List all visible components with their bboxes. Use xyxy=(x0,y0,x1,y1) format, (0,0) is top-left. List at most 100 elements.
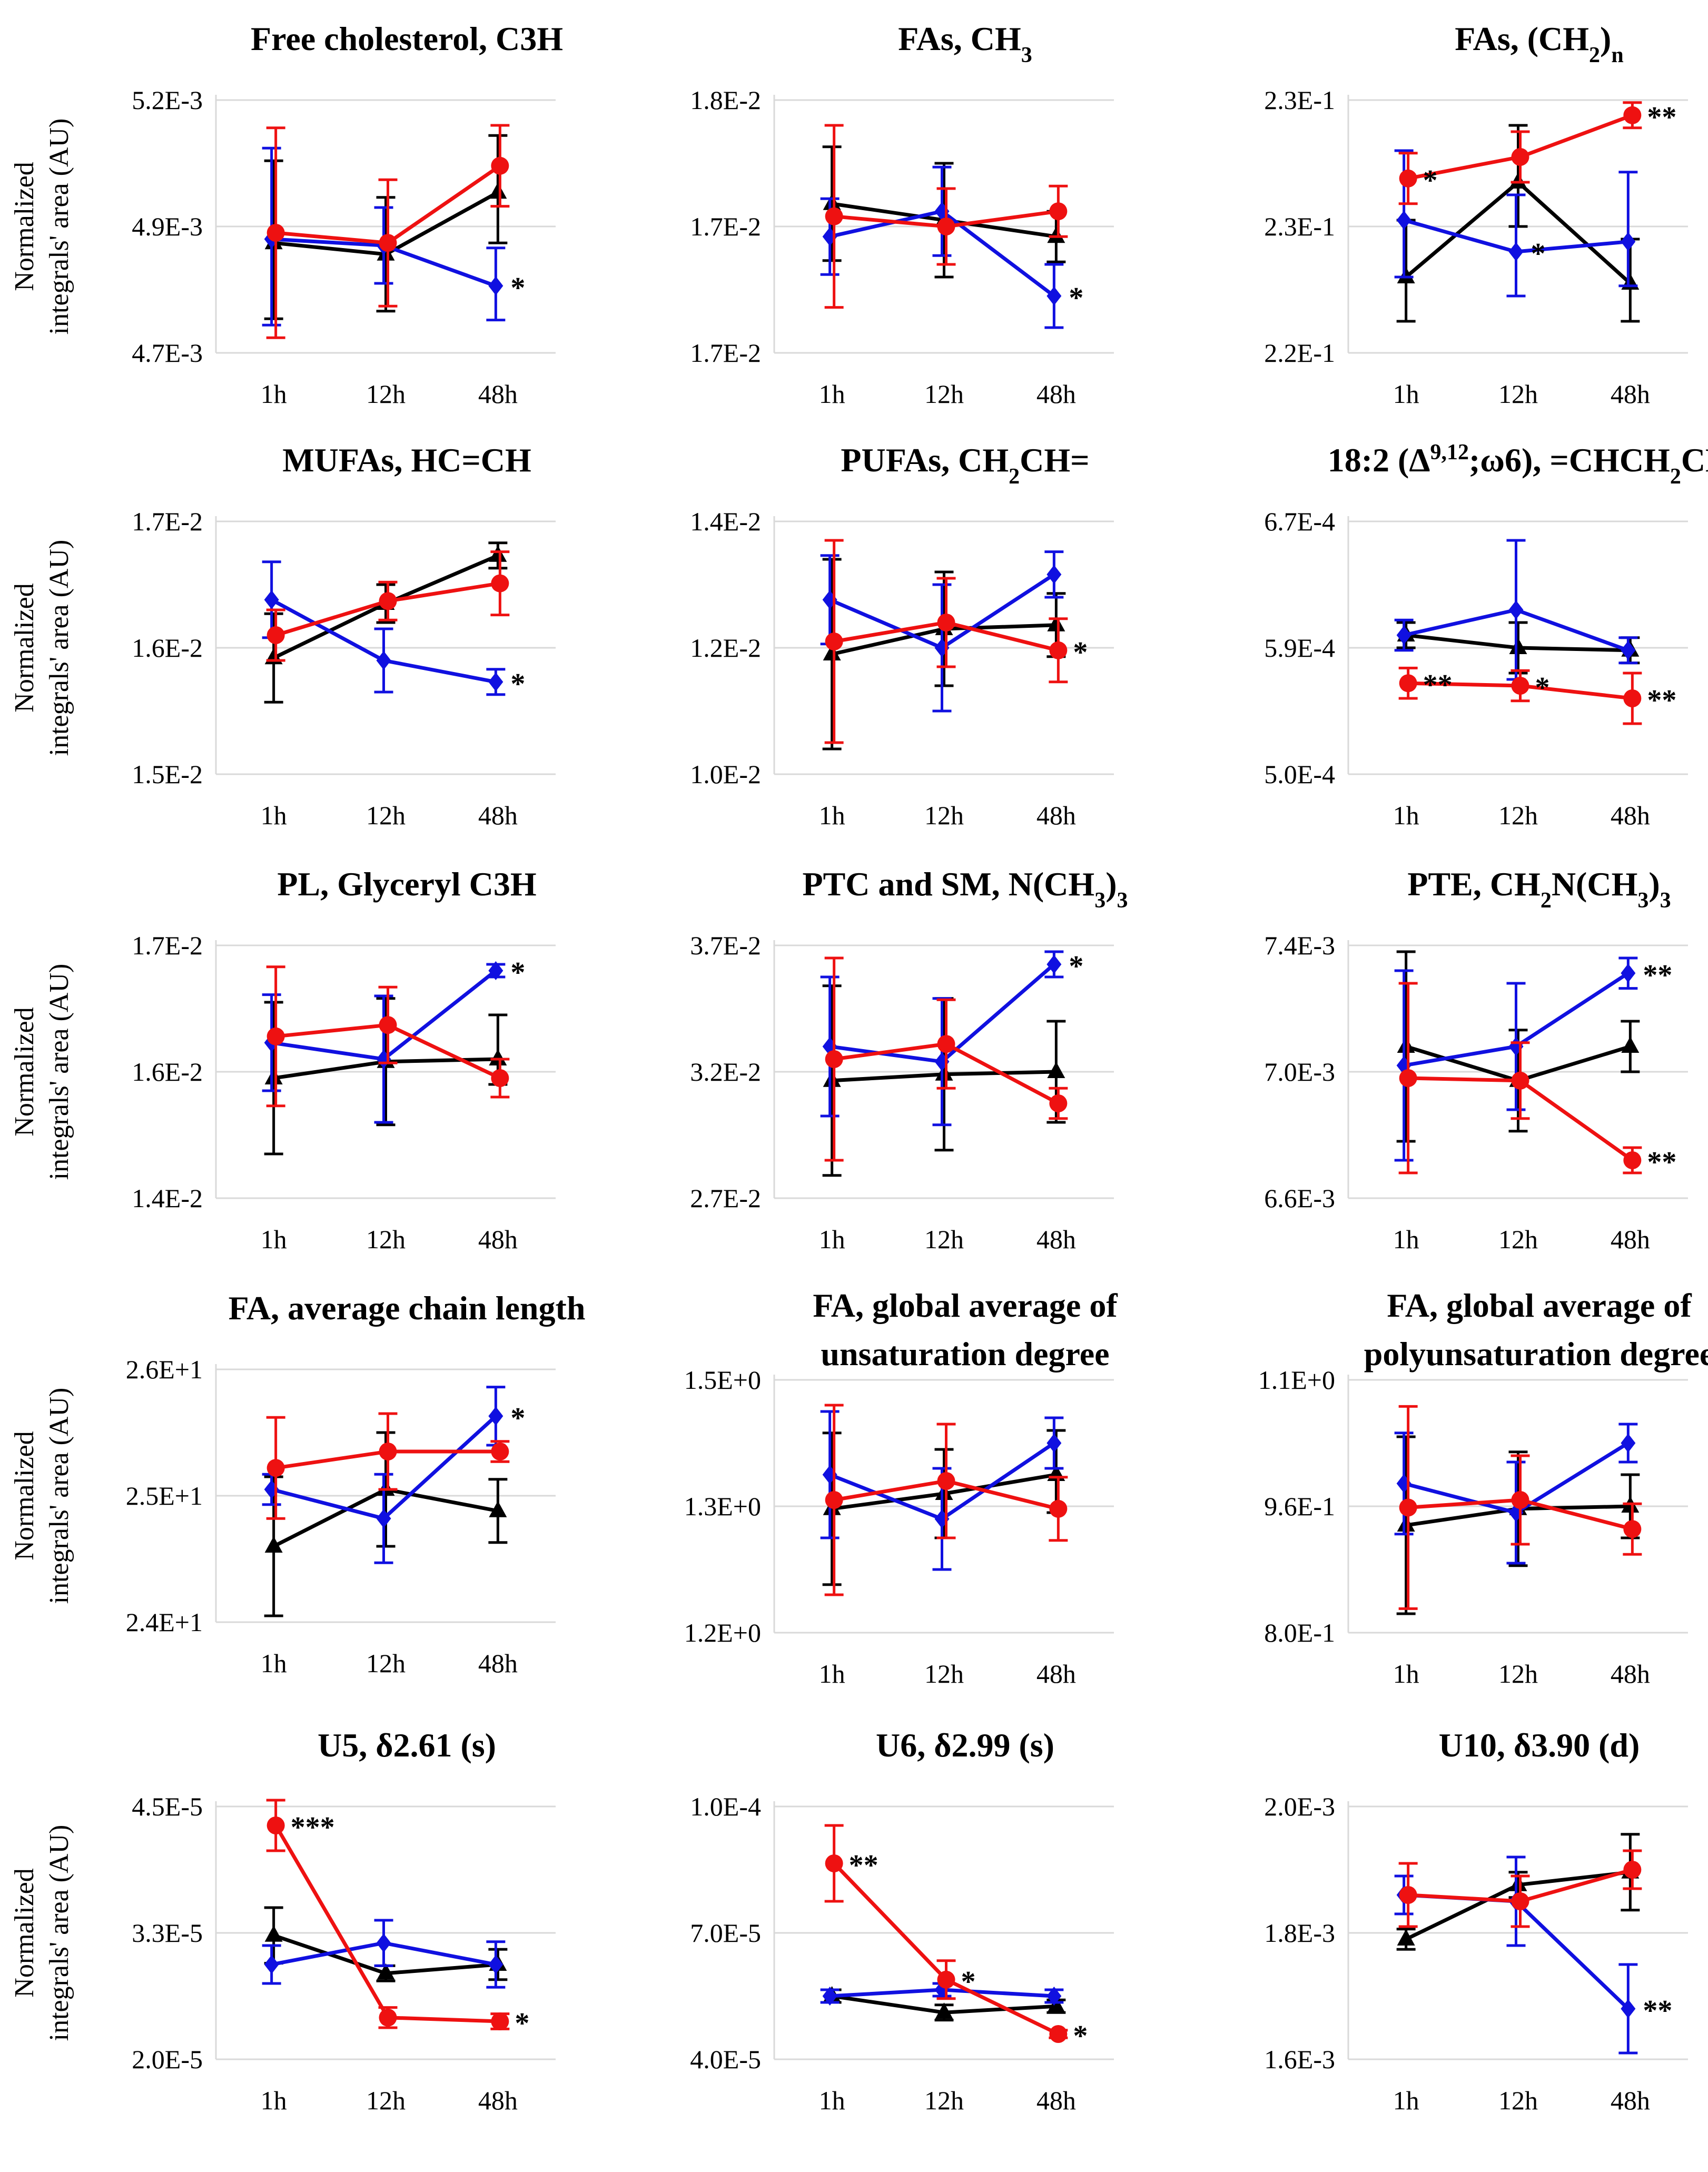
chart-title: PTE, CH2N(CH3)3 xyxy=(1407,865,1671,913)
point-black xyxy=(1047,1996,1065,2013)
point-blue xyxy=(1046,287,1062,305)
x-tick-label: 48h xyxy=(1036,1659,1076,1689)
chart-title: PL, Glyceryl C3H xyxy=(277,865,536,903)
chart-title: FAs, CH3 xyxy=(898,20,1032,67)
point-red xyxy=(379,234,397,252)
y-tick-label: 7.0E-5 xyxy=(690,1918,761,1948)
point-red xyxy=(266,1816,285,1834)
chart-panel-15: U10, δ3.90 (d) 1.6E-3 1.8E-3 2.0E-3 1h 12h 48h… xyxy=(1264,1726,1688,2115)
y-tick-label: 2.0E-3 xyxy=(1264,1792,1335,1821)
point-black xyxy=(823,644,841,660)
y-tick-label: 2.6E+1 xyxy=(126,1355,203,1384)
y-axis-label: Normalized integrals' area (AU) xyxy=(9,1388,74,1604)
x-tick-label: 48h xyxy=(1611,1225,1650,1254)
point-red xyxy=(379,592,397,610)
series-line-red xyxy=(274,1824,500,2023)
chart-panel-3: FAs, (CH2)n2.2E-12.3E-12.3E-11h 12h 48h***… xyxy=(1264,20,1688,409)
point-blue xyxy=(376,1509,391,1528)
chart-title: FAs, (CH2)n xyxy=(1455,20,1623,67)
x-tick-label: 48h xyxy=(1611,379,1650,409)
y-tick-label: 1.7E-2 xyxy=(690,212,761,241)
chart-title: polyunsaturation degree xyxy=(1364,1335,1708,1373)
point-red xyxy=(825,207,843,225)
significance-marker: * xyxy=(1531,238,1546,270)
y-axis-label: Normalized integrals' area (AU) xyxy=(9,964,74,1180)
point-blue xyxy=(488,1955,503,1974)
y-tick-label: 1.2E+0 xyxy=(684,1618,761,1647)
significance-marker: ** xyxy=(1647,101,1676,134)
y-tick-label: 8.0E-1 xyxy=(1264,1618,1335,1647)
point-blue xyxy=(264,590,279,609)
point-blue xyxy=(1046,955,1062,974)
point-red xyxy=(1623,1861,1642,1879)
x-tick-label: 1h xyxy=(261,1648,287,1678)
point-black xyxy=(489,1500,507,1517)
point-red xyxy=(825,1854,843,1872)
point-red xyxy=(825,1491,843,1509)
significance-marker: * xyxy=(510,668,525,700)
point-red xyxy=(491,2012,509,2030)
point-black xyxy=(377,1479,395,1496)
chart-title: Free cholesterol, C3H xyxy=(251,20,563,57)
x-tick-label: 48h xyxy=(478,1648,518,1678)
chart-title: U6, δ2.99 (s) xyxy=(876,1726,1054,1764)
point-red xyxy=(379,1016,397,1034)
point-red xyxy=(491,156,509,175)
y-tick-label: 2.2E-1 xyxy=(1264,338,1335,368)
x-tick-label: 48h xyxy=(1036,379,1076,409)
y-tick-label: 1.6E-2 xyxy=(132,633,203,663)
point-blue xyxy=(1508,600,1524,619)
y-tick-label: 1.8E-2 xyxy=(690,85,761,115)
y-axis-label: Normalized integrals' area (AU) xyxy=(9,1825,74,2041)
x-tick-label: 1h xyxy=(261,379,287,409)
x-tick-label: 12h xyxy=(924,379,964,409)
point-black xyxy=(489,1049,507,1065)
point-blue xyxy=(1621,640,1636,660)
significance-marker: * xyxy=(1073,2020,1088,2052)
y-axis-label: Normalized integrals' area (AU) xyxy=(9,119,74,335)
y-tick-label: 4.5E-5 xyxy=(132,1792,203,1821)
x-tick-label: 12h xyxy=(366,801,406,830)
significance-marker: * xyxy=(510,1402,525,1435)
x-tick-label: 1h xyxy=(819,1225,845,1254)
y-tick-label: 6.7E-4 xyxy=(1264,507,1335,536)
point-red xyxy=(491,1443,509,1460)
significance-marker: ** xyxy=(1643,1995,1672,2027)
point-red xyxy=(1399,674,1417,693)
chart-title: FA, global average of xyxy=(813,1287,1118,1324)
point-black xyxy=(1397,1036,1415,1053)
y-tick-label: 5.0E-4 xyxy=(1264,759,1335,789)
point-red xyxy=(937,218,955,235)
y-tick-label: 1.5E+0 xyxy=(684,1365,761,1395)
y-tick-label: 9.6E-1 xyxy=(1264,1492,1335,1521)
x-tick-label: 1h xyxy=(1393,379,1419,409)
y-tick-label: 7.0E-3 xyxy=(1264,1057,1335,1087)
y-tick-label: 1.4E-2 xyxy=(132,1183,203,1213)
y-tick-label: 1.4E-2 xyxy=(690,507,761,536)
point-red xyxy=(1399,1886,1417,1904)
significance-marker: ** xyxy=(1423,669,1453,702)
x-tick-label: 12h xyxy=(1498,2086,1538,2115)
chart-panel-12: FA, global average of polyunsaturation de… xyxy=(1258,1287,1708,1689)
chart-panel-4: MUFAs, HC=CH Normalized integrals' area (A… xyxy=(9,441,556,830)
chart-panel-13: U5, δ2.61 (s) Normalized integrals' area (… xyxy=(9,1726,556,2115)
point-blue xyxy=(264,1955,279,1974)
point-black xyxy=(1047,1062,1065,1078)
significance-marker: ** xyxy=(1647,684,1676,717)
x-tick-label: 12h xyxy=(924,1659,964,1689)
y-tick-label: 7.4E-3 xyxy=(1264,931,1335,960)
chart-panel-2: FAs, CH3 1.7E-2 1.7E-2 1.8E-2 1h 12h 48h * xyxy=(690,20,1114,409)
y-tick-label: 5.2E-3 xyxy=(132,85,203,115)
point-blue xyxy=(1396,211,1411,230)
y-tick-label: 2.0E-5 xyxy=(132,2045,203,2074)
significance-marker: * xyxy=(1535,672,1550,704)
y-axis-label: Normalized integrals' area (AU) xyxy=(9,540,74,756)
point-black xyxy=(1509,1874,1527,1891)
y-tick-label: 1.0E-2 xyxy=(690,759,761,789)
y-tick-label: 1.5E-2 xyxy=(132,759,203,789)
x-tick-label: 48h xyxy=(1611,2086,1650,2115)
x-tick-label: 12h xyxy=(924,1225,964,1254)
point-blue xyxy=(822,1987,837,2006)
x-tick-label: 48h xyxy=(478,1225,518,1254)
